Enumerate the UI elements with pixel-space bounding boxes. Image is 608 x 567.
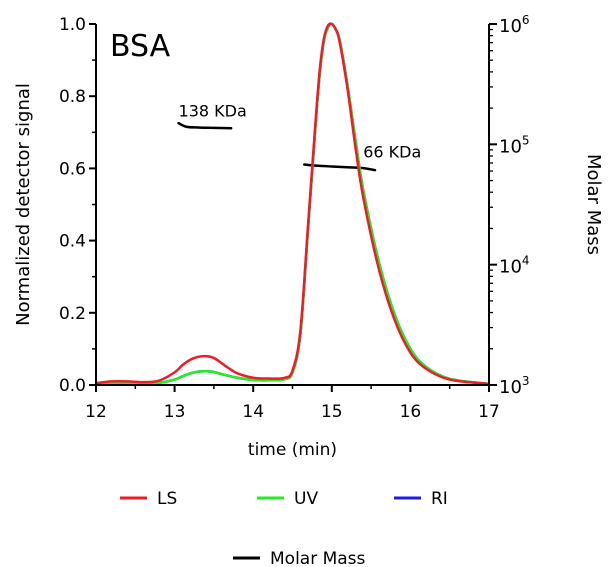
series-line-ls [95, 22, 490, 386]
x-tick-label: 17 [478, 402, 500, 422]
y2-tick-label: 106 [499, 13, 530, 37]
x-tick-label: 16 [400, 402, 422, 422]
y2-axis-label: Molar Mass [583, 154, 604, 255]
x-tick-label: 13 [164, 402, 186, 422]
legend-label-ri: RI [431, 489, 448, 509]
y-tick-label: 0.4 [59, 232, 86, 252]
y-tick-label: 1.0 [59, 15, 86, 35]
y-tick-label: 0.8 [59, 87, 86, 107]
x-axis-label: time (min) [248, 440, 337, 460]
legend-label-ls: LS [157, 489, 177, 509]
series-line-molar-mass-2 [303, 163, 377, 172]
series-line-molar-mass-1 [177, 121, 233, 130]
series-line-uv [95, 22, 490, 386]
x-tick-label: 15 [321, 402, 343, 422]
y2-tick-label: 104 [499, 254, 530, 278]
y2-tick-label: 105 [499, 133, 530, 157]
legend-label-molar-mass: Molar Mass [270, 549, 366, 567]
annotation-label: 138 KDa [179, 102, 247, 121]
annotation-label: 66 KDa [363, 142, 421, 161]
chart-title: BSA [110, 29, 171, 64]
x-tick-label: 12 [85, 402, 107, 422]
x-tick-label: 14 [242, 402, 264, 422]
series-line-ri [95, 22, 490, 386]
y-tick-label: 0.6 [59, 159, 86, 179]
y-tick-label: 0.2 [59, 304, 86, 324]
legend-label-uv: UV [294, 489, 318, 509]
y2-tick-label: 103 [499, 374, 530, 398]
y-tick-label: 0.0 [59, 376, 86, 396]
y-axis-label: Normalized detector signal [13, 83, 34, 326]
